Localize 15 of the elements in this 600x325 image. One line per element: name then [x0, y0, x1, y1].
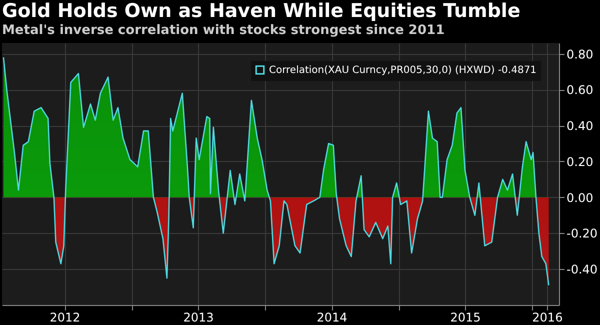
- chart-title: Gold Holds Own as Haven While Equities Tumble: [2, 0, 520, 22]
- x-tick-label: 2016: [532, 310, 563, 324]
- x-tick-label: 2012: [50, 310, 80, 324]
- y-tick-label: 0.00: [566, 190, 594, 205]
- x-tick-label: 2015: [450, 310, 481, 324]
- y-tick-label: 0.40: [566, 119, 594, 134]
- y-tick-label: 0.20: [566, 154, 594, 169]
- y-tick-label: 0.80: [566, 47, 594, 62]
- legend-label: Correlation(XAU Curncy,PR005,30,0) (HXWD) -0.4871: [269, 65, 537, 76]
- y-tick-label: 0.60: [566, 83, 594, 98]
- chart-subtitle: Metal's inverse correlation with stocks strongest since 2011: [2, 23, 445, 38]
- y-tick-label: -0.20: [566, 226, 598, 241]
- y-tick-label: -0.40: [566, 262, 598, 277]
- x-tick-label: 2013: [183, 310, 214, 324]
- x-tick-label: 2014: [316, 310, 348, 324]
